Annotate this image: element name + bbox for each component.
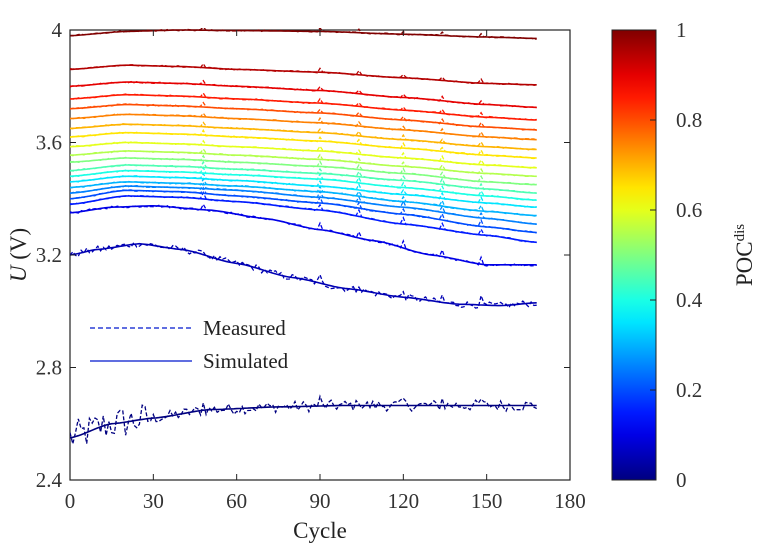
simulated-line-poc-0.9 [70, 81, 537, 109]
plot-area [69, 28, 571, 481]
simulated-line-poc-0.7 [70, 123, 537, 151]
measured-line-poc-0.15 [70, 190, 537, 244]
y-axis-label: U (V) [6, 228, 31, 282]
colorbar-tick-label: 0.8 [676, 108, 702, 132]
simulated-line-poc-0.8 [70, 103, 537, 131]
simulated-line-poc-0 [70, 404, 537, 439]
colorbar-gradient [611, 29, 657, 481]
simulated-line-poc-0.95 [70, 64, 537, 86]
measured-line-poc-0.1 [70, 203, 537, 267]
axes: 0 30 60 90 120 150 180 2.4 2.8 3.2 3.6 4 [36, 18, 586, 513]
y-tick-label: 2.4 [36, 468, 63, 492]
colorbar-label-sup: dis [732, 224, 748, 242]
x-axis-label: Cycle [293, 518, 347, 543]
colorbar-tick-label: 0.2 [676, 378, 702, 402]
legend-label-dashed: Measured [203, 316, 286, 340]
measured-line-poc-0 [70, 394, 538, 444]
simulated-line-poc-0.1 [70, 205, 537, 266]
x-tick-label: 60 [226, 489, 247, 513]
simulated-line-poc-0.3 [70, 181, 537, 217]
legend: Measured Simulated [90, 316, 289, 373]
colorbar-label-base: POC [732, 241, 757, 286]
colorbar-tick-label: 0.6 [676, 198, 702, 222]
x-tick-label: 30 [143, 489, 164, 513]
legend-label-solid: Simulated [203, 349, 289, 373]
simulated-line-poc-0.65 [70, 131, 537, 159]
simulated-line-poc-0.4 [70, 169, 537, 201]
colorbar: 0 0.2 0.4 0.6 0.8 1 [611, 18, 703, 492]
simulated-line-poc-0.35 [70, 175, 537, 208]
simulated-line-poc-0.55 [70, 150, 537, 178]
x-tick-label: 120 [388, 489, 420, 513]
y-tick-label: 3.6 [36, 131, 62, 155]
measured-line-poc-0.25 [70, 182, 537, 226]
simulated-line-poc-0.85 [70, 93, 537, 121]
y-tick-label: 4 [52, 18, 63, 42]
plot-frame [69, 29, 571, 481]
x-tick-label: 0 [65, 489, 76, 513]
colorbar-label: POCdis [732, 224, 757, 286]
simulated-line-poc-0.25 [70, 185, 537, 225]
simulated-line-poc-0.5 [70, 157, 537, 186]
series-group [70, 28, 538, 444]
simulated-line-poc-0.2 [70, 189, 537, 234]
colorbar-tick-label: 0.4 [676, 288, 703, 312]
simulated-line-poc-1 [70, 29, 537, 40]
y-tick-label: 2.8 [36, 356, 62, 380]
y-axis-label-symbol: U [6, 264, 31, 282]
simulated-line-poc-0.6 [70, 141, 537, 169]
measured-line-poc-0.05 [70, 241, 537, 309]
colorbar-tick-label: 0 [676, 468, 687, 492]
colorbar-tick-label: 1 [676, 18, 687, 42]
simulated-line-poc-0.45 [70, 164, 537, 194]
x-tick-label: 150 [471, 489, 503, 513]
x-tick-label: 180 [554, 489, 586, 513]
x-tick-label: 90 [310, 489, 331, 513]
simulated-line-poc-0.05 [70, 242, 537, 307]
simulated-line-poc-0.15 [70, 195, 537, 244]
y-axis-label-unit: (V) [6, 228, 31, 266]
simulated-line-poc-0.75 [70, 113, 537, 141]
y-tick-label: 3.2 [36, 243, 62, 267]
